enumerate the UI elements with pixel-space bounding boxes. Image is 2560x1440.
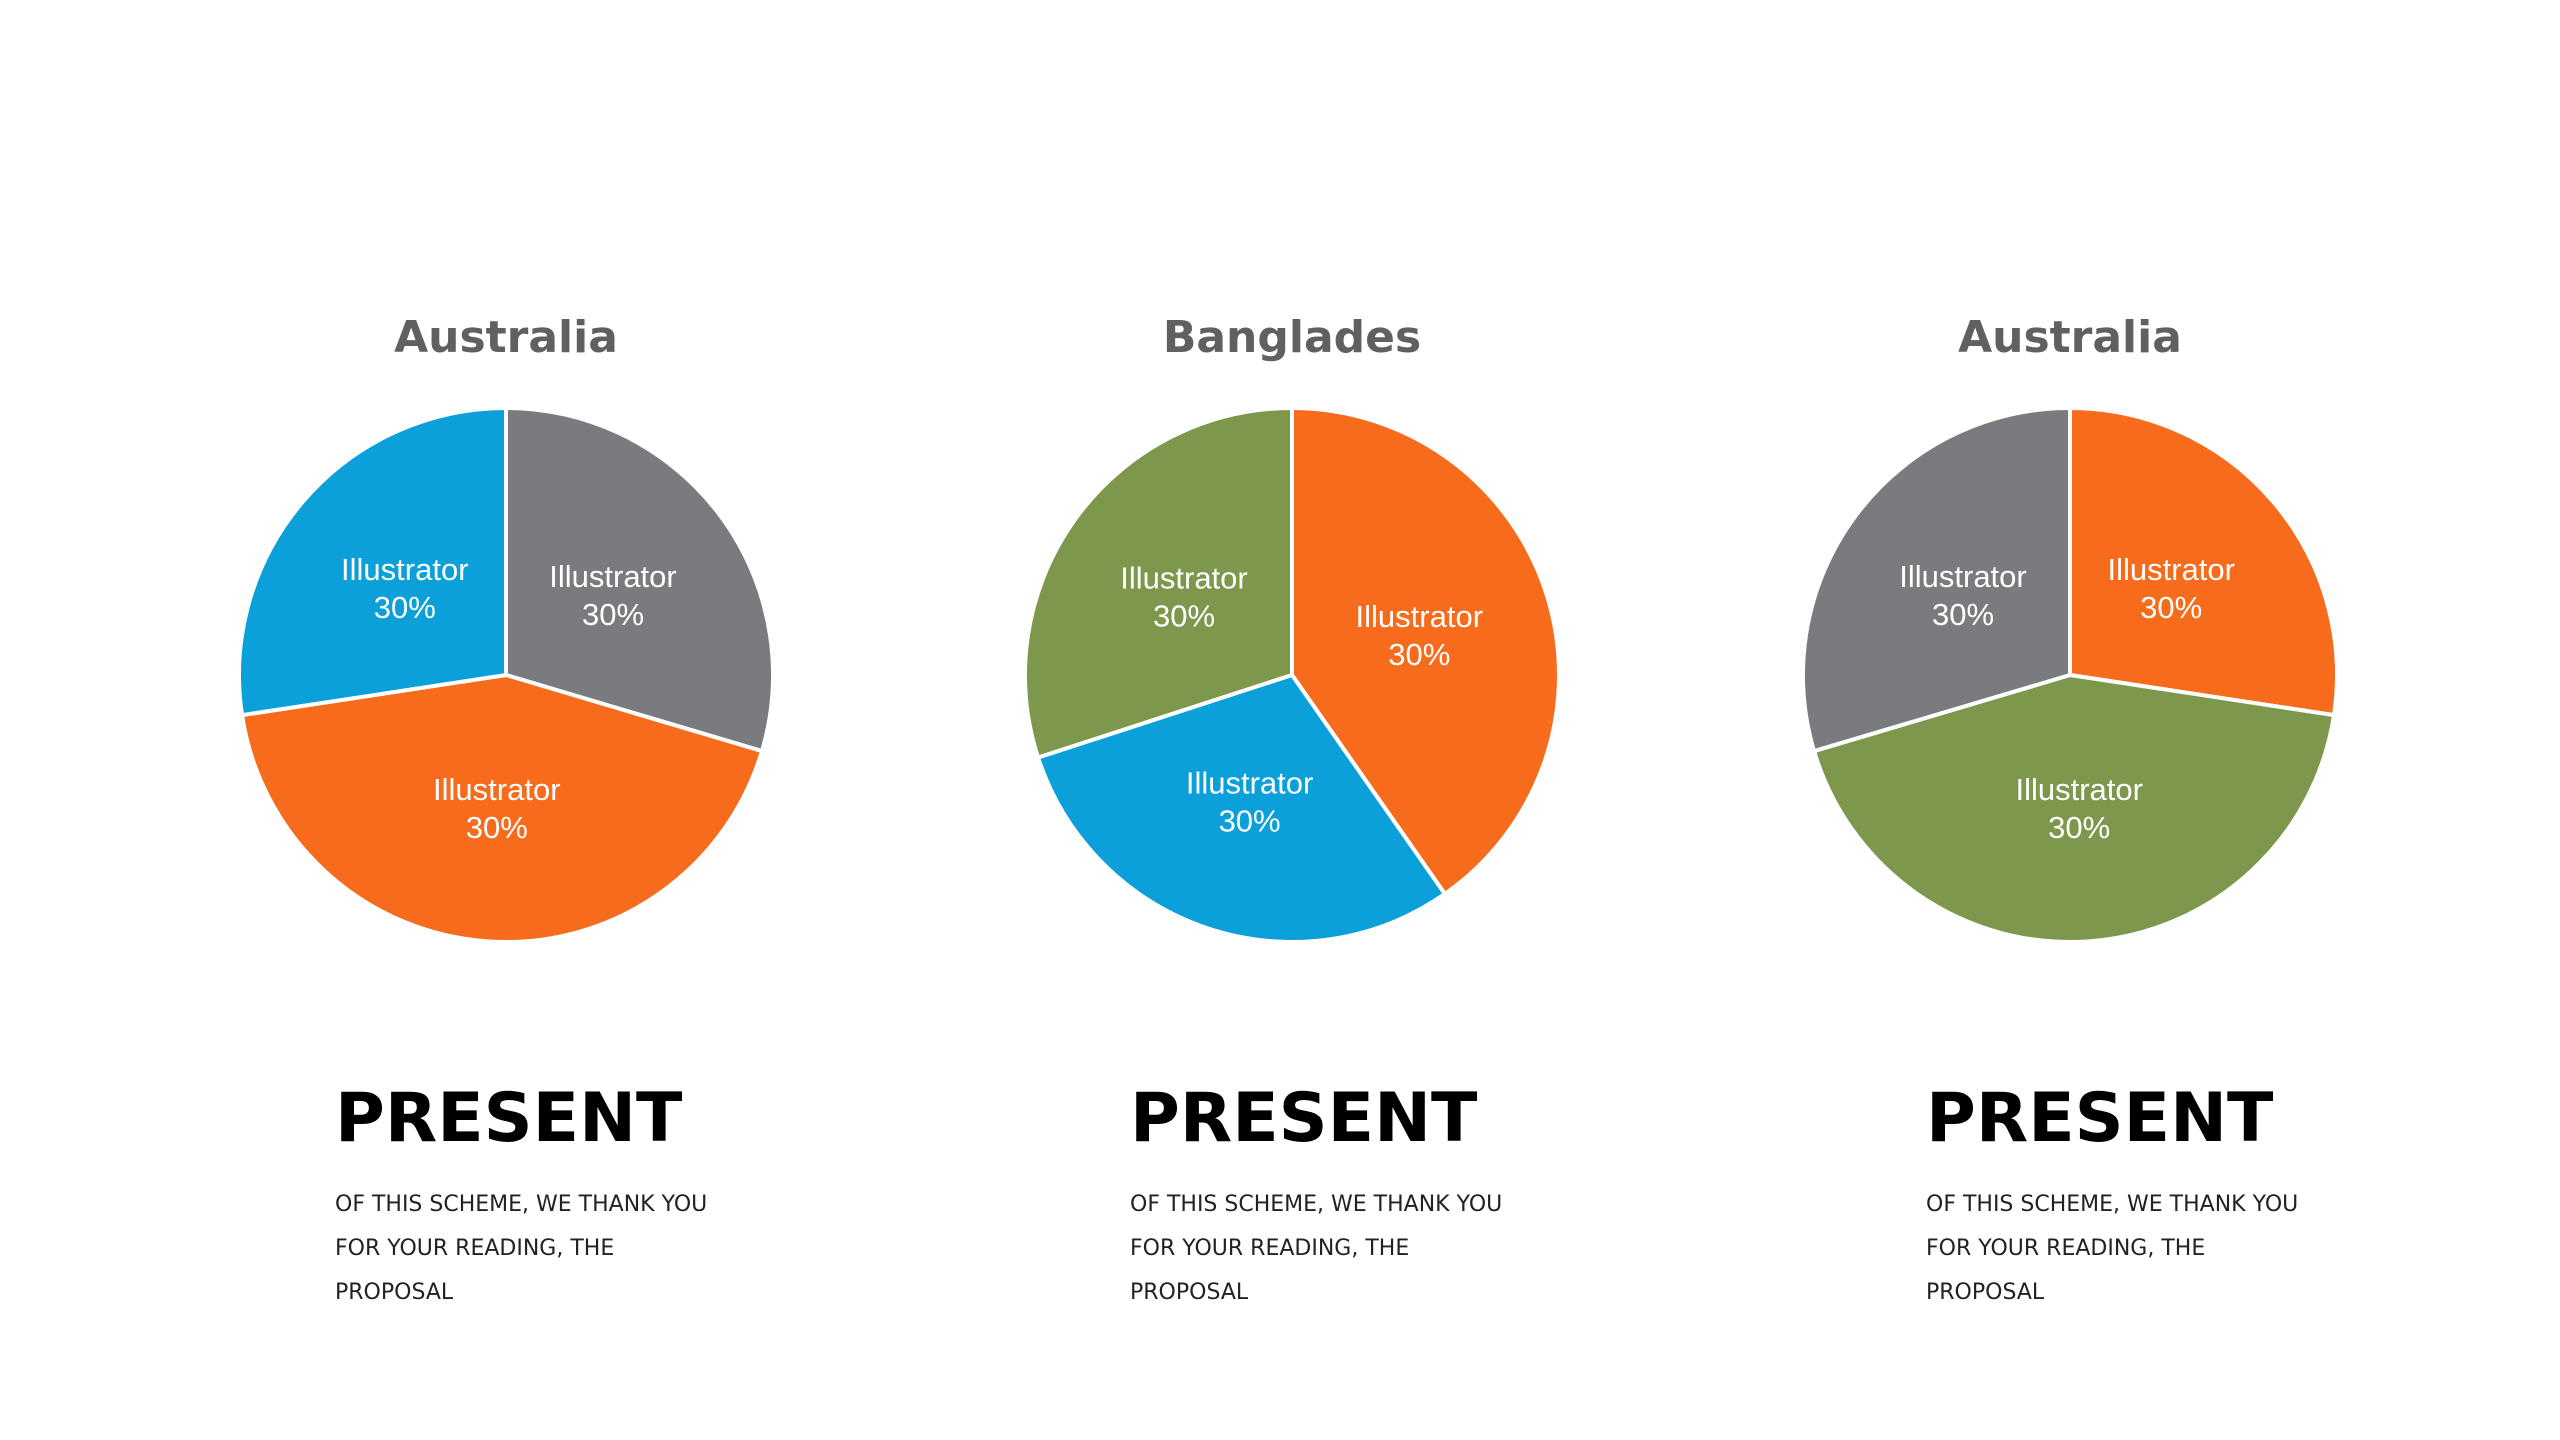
- pie-slice-label: Illustrator: [2107, 552, 2234, 587]
- pie-chart-2: Illustrator30%Illustrator30%Illustrator3…: [1023, 406, 1562, 944]
- pie-slice-value-label: 30%: [374, 590, 436, 625]
- pie-chart-1-title: Australia: [394, 312, 618, 363]
- block-description: OF THIS SCHEME, WE THANK YOU FOR YOUR RE…: [1926, 1192, 2299, 1305]
- text-block-2: PRESENT OF THIS SCHEME, WE THANK YOU FOR…: [1130, 1085, 1650, 1315]
- pie-chart-3-title: Australia: [1958, 312, 2182, 363]
- block-heading: PRESENT: [335, 1079, 683, 1158]
- pie-chart-2-title: Banglades: [1162, 312, 1422, 363]
- pie-slice-label: Illustrator: [1120, 561, 1247, 596]
- text-block-1: PRESENT OF THIS SCHEME, WE THANK YOU FOR…: [335, 1085, 855, 1315]
- text-block-3: PRESENT OF THIS SCHEME, WE THANK YOU FOR…: [1926, 1085, 2446, 1315]
- pie-slice-label: Illustrator: [2015, 772, 2142, 807]
- block-heading: PRESENT: [1926, 1079, 2274, 1158]
- pie-slice-value-label: 30%: [1153, 599, 1215, 634]
- pie-slice-value-label: 30%: [1219, 804, 1281, 839]
- pie-slice: [240, 673, 764, 945]
- pie-slice-value-label: 30%: [582, 597, 644, 632]
- pie-slice: [1812, 673, 2336, 945]
- pie-chart-3: Illustrator30%Illustrator30%Illustrator3…: [1801, 406, 2339, 945]
- pie-slice: [237, 406, 508, 718]
- pie-slice: [1036, 673, 1447, 944]
- block-description: OF THIS SCHEME, WE THANK YOU FOR YOUR RE…: [1130, 1192, 1503, 1305]
- pie-slice-label: Illustrator: [1186, 766, 1313, 801]
- pie-slice-value-label: 30%: [2140, 590, 2202, 625]
- pie-slice-label: Illustrator: [433, 772, 560, 807]
- pie-slice-value-label: 30%: [1932, 597, 1994, 632]
- block-description: OF THIS SCHEME, WE THANK YOU FOR YOUR RE…: [335, 1192, 708, 1305]
- pie-slice-value-label: 30%: [2048, 810, 2110, 845]
- pie-slice-label: Illustrator: [1899, 559, 2026, 594]
- pie-slice: [2068, 406, 2339, 718]
- pie-chart-1: Illustrator30%Illustrator30%Illustrator3…: [237, 406, 775, 945]
- pie-slice: [504, 406, 775, 754]
- pie-slice: [1023, 406, 1294, 760]
- pie-slice-label: Illustrator: [1356, 599, 1483, 634]
- pie-slice-value-label: 30%: [466, 810, 528, 845]
- pie-slice: [1801, 406, 2072, 754]
- block-heading: PRESENT: [1130, 1079, 1478, 1158]
- pie-slice-value-label: 30%: [1388, 637, 1450, 672]
- pie-slice-label: Illustrator: [549, 559, 676, 594]
- pie-slice-label: Illustrator: [341, 552, 468, 587]
- pie-slice: [1290, 406, 1562, 896]
